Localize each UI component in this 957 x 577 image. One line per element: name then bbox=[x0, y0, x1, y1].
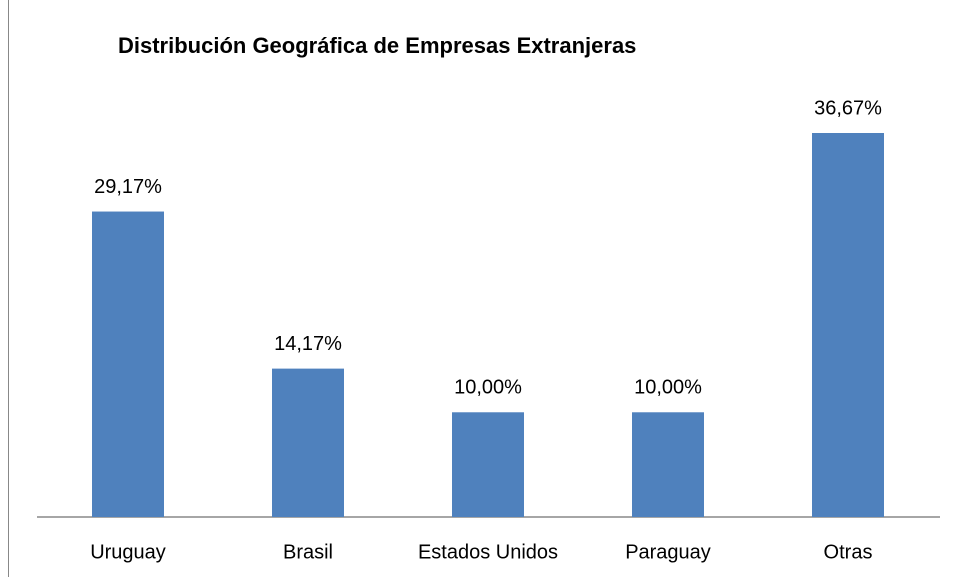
x-tick-label: Otras bbox=[824, 541, 873, 563]
x-tick-label: Estados Unidos bbox=[418, 541, 558, 563]
data-label: 10,00% bbox=[634, 377, 702, 399]
data-label: 36,67% bbox=[814, 97, 882, 119]
data-label: 10,00% bbox=[454, 377, 522, 399]
x-tick-label: Uruguay bbox=[90, 541, 166, 563]
data-label: 29,17% bbox=[94, 176, 162, 198]
bar bbox=[92, 211, 164, 517]
chart-title: Distribución Geográfica de Empresas Extr… bbox=[118, 33, 636, 58]
bar bbox=[812, 133, 884, 517]
data-label: 14,17% bbox=[274, 333, 342, 355]
x-tick-label: Brasil bbox=[283, 541, 333, 563]
bar bbox=[452, 412, 524, 517]
bar bbox=[632, 412, 704, 517]
bar bbox=[272, 368, 344, 517]
x-tick-label: Paraguay bbox=[625, 541, 711, 563]
